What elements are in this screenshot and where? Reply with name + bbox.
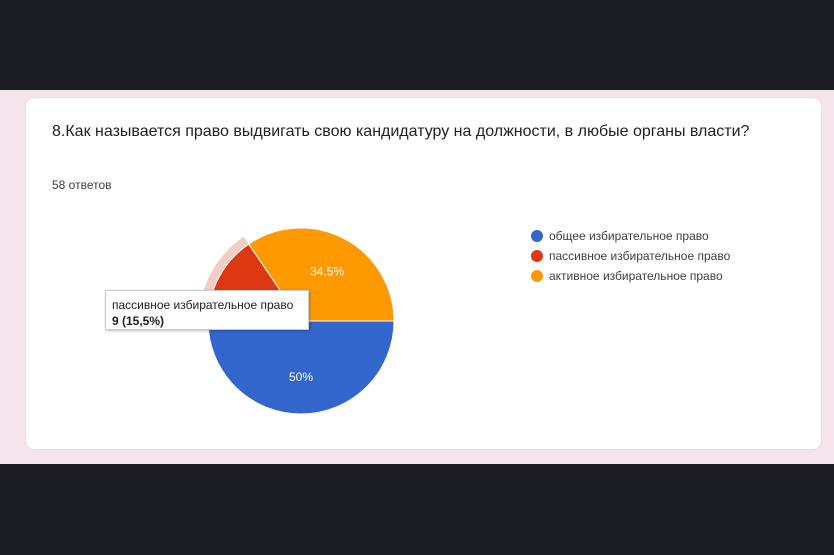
response-count: 58 ответов	[52, 178, 112, 192]
legend-label: пассивное избирательное право	[549, 249, 731, 263]
question-title: 8.Как называется право выдвигать свою ка…	[52, 123, 750, 140]
tooltip-series-name: пассивное избирательное право	[112, 298, 294, 312]
legend-item-passive[interactable]: пассивное избирательное право	[531, 246, 730, 266]
legend-label: общее избирательное право	[549, 229, 709, 243]
pie-data-label: 50%	[289, 370, 313, 384]
chart-tooltip: пассивное избирательное право 9 (15,5%)	[105, 290, 309, 330]
legend-swatch-orange	[531, 270, 543, 282]
legend-label: активное избирательное право	[549, 269, 723, 283]
legend-item-general[interactable]: общее избирательное право	[531, 226, 730, 246]
legend-item-active[interactable]: активное избирательное право	[531, 266, 730, 286]
pie-slice-active[interactable]	[248, 227, 395, 322]
tooltip-value: 9 (15,5%)	[112, 314, 165, 328]
pie-data-label: 34,5%	[310, 265, 344, 279]
pie-slice-general[interactable]	[207, 320, 395, 415]
chart-legend: общее избирательное право пассивное изби…	[531, 226, 730, 286]
legend-swatch-red	[531, 250, 543, 262]
question-card: 8.Как называется право выдвигать свою ка…	[26, 98, 821, 449]
legend-swatch-blue	[531, 230, 543, 242]
